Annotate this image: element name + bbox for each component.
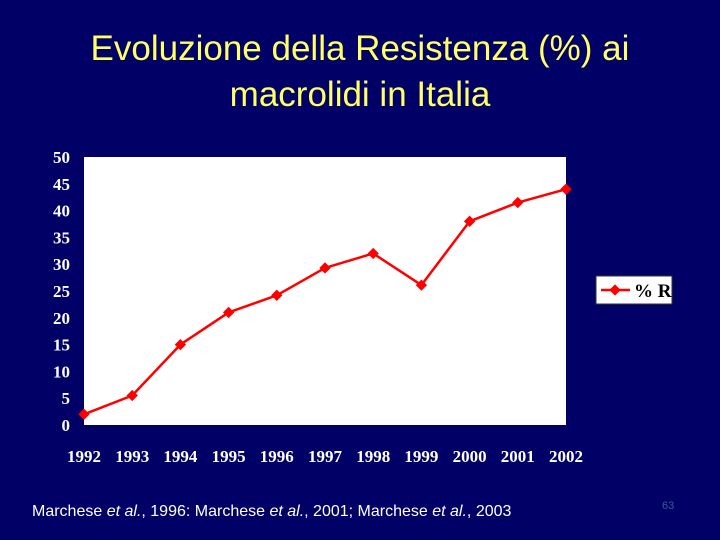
legend-marker	[609, 284, 621, 296]
data-point	[512, 196, 524, 209]
x-tick-label: 1999	[404, 447, 438, 466]
data-point	[367, 247, 379, 260]
data-point	[174, 338, 187, 351]
legend-series-label: % R	[634, 281, 672, 302]
citation-segment: et al.	[106, 503, 142, 520]
x-tick-label: 1992	[67, 447, 101, 466]
citation-segment: et al.	[269, 503, 305, 520]
slide-title: Evoluzione della Resistenza (%) ai macro…	[0, 26, 720, 118]
y-tick-label: 50	[53, 148, 70, 167]
citation-segment: , 2001; Marchese	[304, 503, 433, 520]
data-point	[560, 183, 572, 195]
y-tick-label: 0	[62, 416, 71, 435]
x-tick-label: 1994	[163, 447, 198, 466]
x-axis-ticks: 1992 1993 1994 1995 1996 1997 1998 1999 2000 2001…	[67, 447, 583, 466]
data-point	[271, 289, 283, 301]
data-point	[222, 306, 235, 319]
x-tick-label: 1993	[115, 447, 149, 466]
plot-area	[84, 157, 566, 425]
x-tick-label: 2001	[501, 447, 535, 466]
data-point	[415, 279, 428, 291]
data-point	[126, 389, 138, 402]
legend: % R	[595, 275, 673, 305]
data-point	[463, 215, 476, 227]
y-tick-label: 25	[53, 282, 70, 301]
series-layer	[78, 183, 572, 420]
x-tick-label: 1995	[212, 447, 246, 466]
y-axis-ticks: 0 5 10 15 20 25 30 35 40 45 50	[53, 148, 70, 435]
slide-title-line-2: macrolidi in Italia	[229, 75, 491, 114]
citation-segment: Marchese	[32, 503, 107, 520]
citation-segment: , 2003	[466, 503, 512, 520]
citation-segment: et al.	[432, 503, 467, 520]
citation-segment: , 1996: Marchese	[141, 503, 270, 520]
page-number: 63	[662, 500, 675, 512]
x-tick-label: 1997	[308, 447, 343, 466]
x-tick-label: 1998	[356, 447, 390, 466]
y-tick-label: 10	[53, 362, 70, 381]
y-tick-label: 5	[62, 389, 71, 408]
slide-title-line-1: Evoluzione della Resistenza (%) ai	[90, 29, 630, 68]
y-tick-label: 15	[53, 336, 70, 355]
y-tick-label: 45	[53, 175, 70, 194]
data-point	[319, 262, 331, 274]
y-tick-label: 20	[53, 309, 70, 328]
x-tick-label: 2002	[549, 447, 583, 466]
y-tick-label: 35	[53, 228, 70, 247]
y-tick-label: 30	[53, 255, 70, 274]
x-tick-label: 2000	[453, 447, 487, 466]
x-tick-label: 1996	[260, 447, 294, 466]
citation: Marchese et al., 1996: Marchese et al., …	[32, 503, 511, 521]
y-tick-label: 40	[53, 202, 70, 221]
